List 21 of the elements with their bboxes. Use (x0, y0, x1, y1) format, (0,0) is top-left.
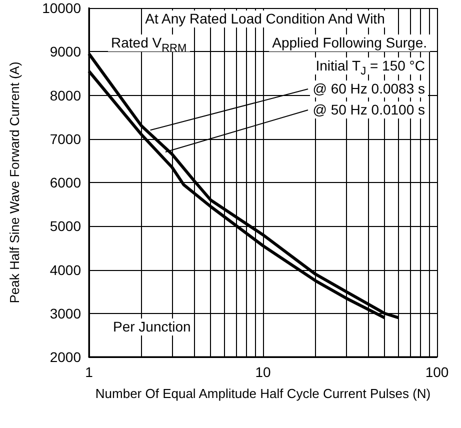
y-tick-label: 2000 (50, 349, 82, 365)
x-axis-title: Number Of Equal Amplitude Half Cycle Current Pulses (N) (95, 386, 431, 401)
annotation: Per Junction (110, 318, 194, 336)
x-tick-label: 100 (425, 364, 449, 380)
annotation: Applied Following Surge. (269, 34, 430, 52)
annotation: @ 50 Hz 0.0100 s (310, 102, 428, 118)
y-tick-label: 6000 (50, 174, 82, 190)
annotation: At Any Rated Load Condition And With (142, 10, 388, 28)
annotation: Rated V$_{RRM}$ (108, 34, 190, 54)
x-tick-label: 1 (85, 364, 94, 380)
y-tick-label: 7000 (50, 130, 82, 147)
y-tick-label: 10000 (42, 0, 82, 16)
y-tick-label: 3000 (50, 305, 82, 322)
annotation: Initial T$_{J}$ = 150 °C (312, 58, 428, 78)
y-axis-title: Peak Half Sine Wave Forward Current (A) (7, 62, 22, 304)
y-tick-label: 9000 (50, 44, 82, 60)
y-tick-label: 4000 (50, 262, 82, 278)
x-tick-label: 10 (255, 364, 271, 380)
y-tick-label: 5000 (50, 218, 82, 234)
annotation: @ 60 Hz 0.0083 s (310, 80, 428, 98)
y-tick-label: 8000 (50, 87, 82, 104)
